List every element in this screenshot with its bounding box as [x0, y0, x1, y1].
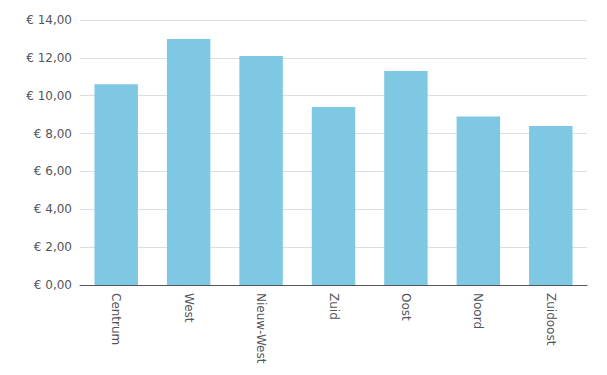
- svg-text:Centrum: Centrum: [109, 293, 123, 345]
- svg-text:€ 4,00: € 4,00: [34, 202, 72, 216]
- svg-text:Oost: Oost: [399, 293, 413, 321]
- svg-text:West: West: [182, 293, 196, 323]
- svg-text:€ 2,00: € 2,00: [34, 240, 72, 254]
- svg-text:€ 0,00: € 0,00: [34, 278, 72, 292]
- svg-text:Zuid: Zuid: [327, 293, 341, 320]
- svg-text:€ 10,00: € 10,00: [26, 89, 72, 103]
- svg-text:€ 12,00: € 12,00: [26, 51, 72, 65]
- svg-text:Noord: Noord: [471, 293, 485, 329]
- svg-text:Zuidoost: Zuidoost: [544, 293, 558, 346]
- svg-text:€ 14,00: € 14,00: [26, 13, 72, 27]
- svg-text:Nieuw-West: Nieuw-West: [254, 293, 268, 364]
- svg-text:€ 8,00: € 8,00: [34, 127, 72, 141]
- svg-text:€ 6,00: € 6,00: [34, 164, 72, 178]
